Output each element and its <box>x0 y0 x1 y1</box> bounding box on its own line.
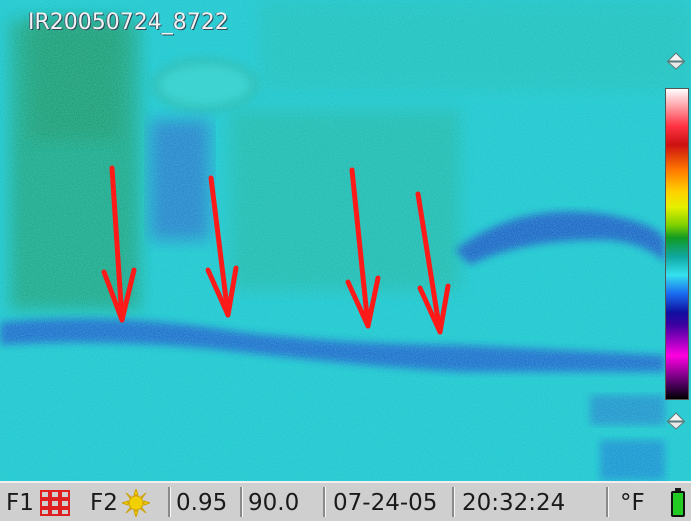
annotation-arrow <box>415 191 451 335</box>
color-palette-scale <box>662 48 689 438</box>
f1-label[interactable]: F1 <box>6 490 34 516</box>
separator <box>323 487 326 517</box>
status-bar: F1 F2 0.95 90.0 07-24-05 20:32:24 <box>0 481 691 521</box>
separator <box>240 487 243 517</box>
temperature-value: 90.0 <box>248 490 300 516</box>
palette-up-icon[interactable] <box>667 52 685 70</box>
time-value: 20:32:24 <box>462 490 566 516</box>
separator <box>452 487 455 517</box>
annotation-arrows <box>101 165 451 335</box>
f2-label[interactable]: F2 <box>90 490 118 516</box>
palette-gradient <box>665 88 689 400</box>
separator <box>168 487 171 517</box>
annotation-arrow <box>101 165 137 323</box>
sun-icon[interactable] <box>122 489 150 517</box>
palette-down-icon[interactable] <box>667 412 685 430</box>
image-filename: IR20050724_8722 <box>28 10 229 35</box>
date-value: 07-24-05 <box>333 490 438 516</box>
grid-icon[interactable] <box>40 490 70 516</box>
emissivity-value: 0.95 <box>176 490 228 516</box>
thermal-scene <box>0 0 691 481</box>
annotation-arrow <box>345 167 381 329</box>
separator <box>606 487 609 517</box>
temperature-unit: °F <box>620 490 645 516</box>
thermal-image: IR20050724_8722 <box>0 0 691 481</box>
battery-icon <box>671 488 685 517</box>
annotation-arrow <box>205 175 239 318</box>
